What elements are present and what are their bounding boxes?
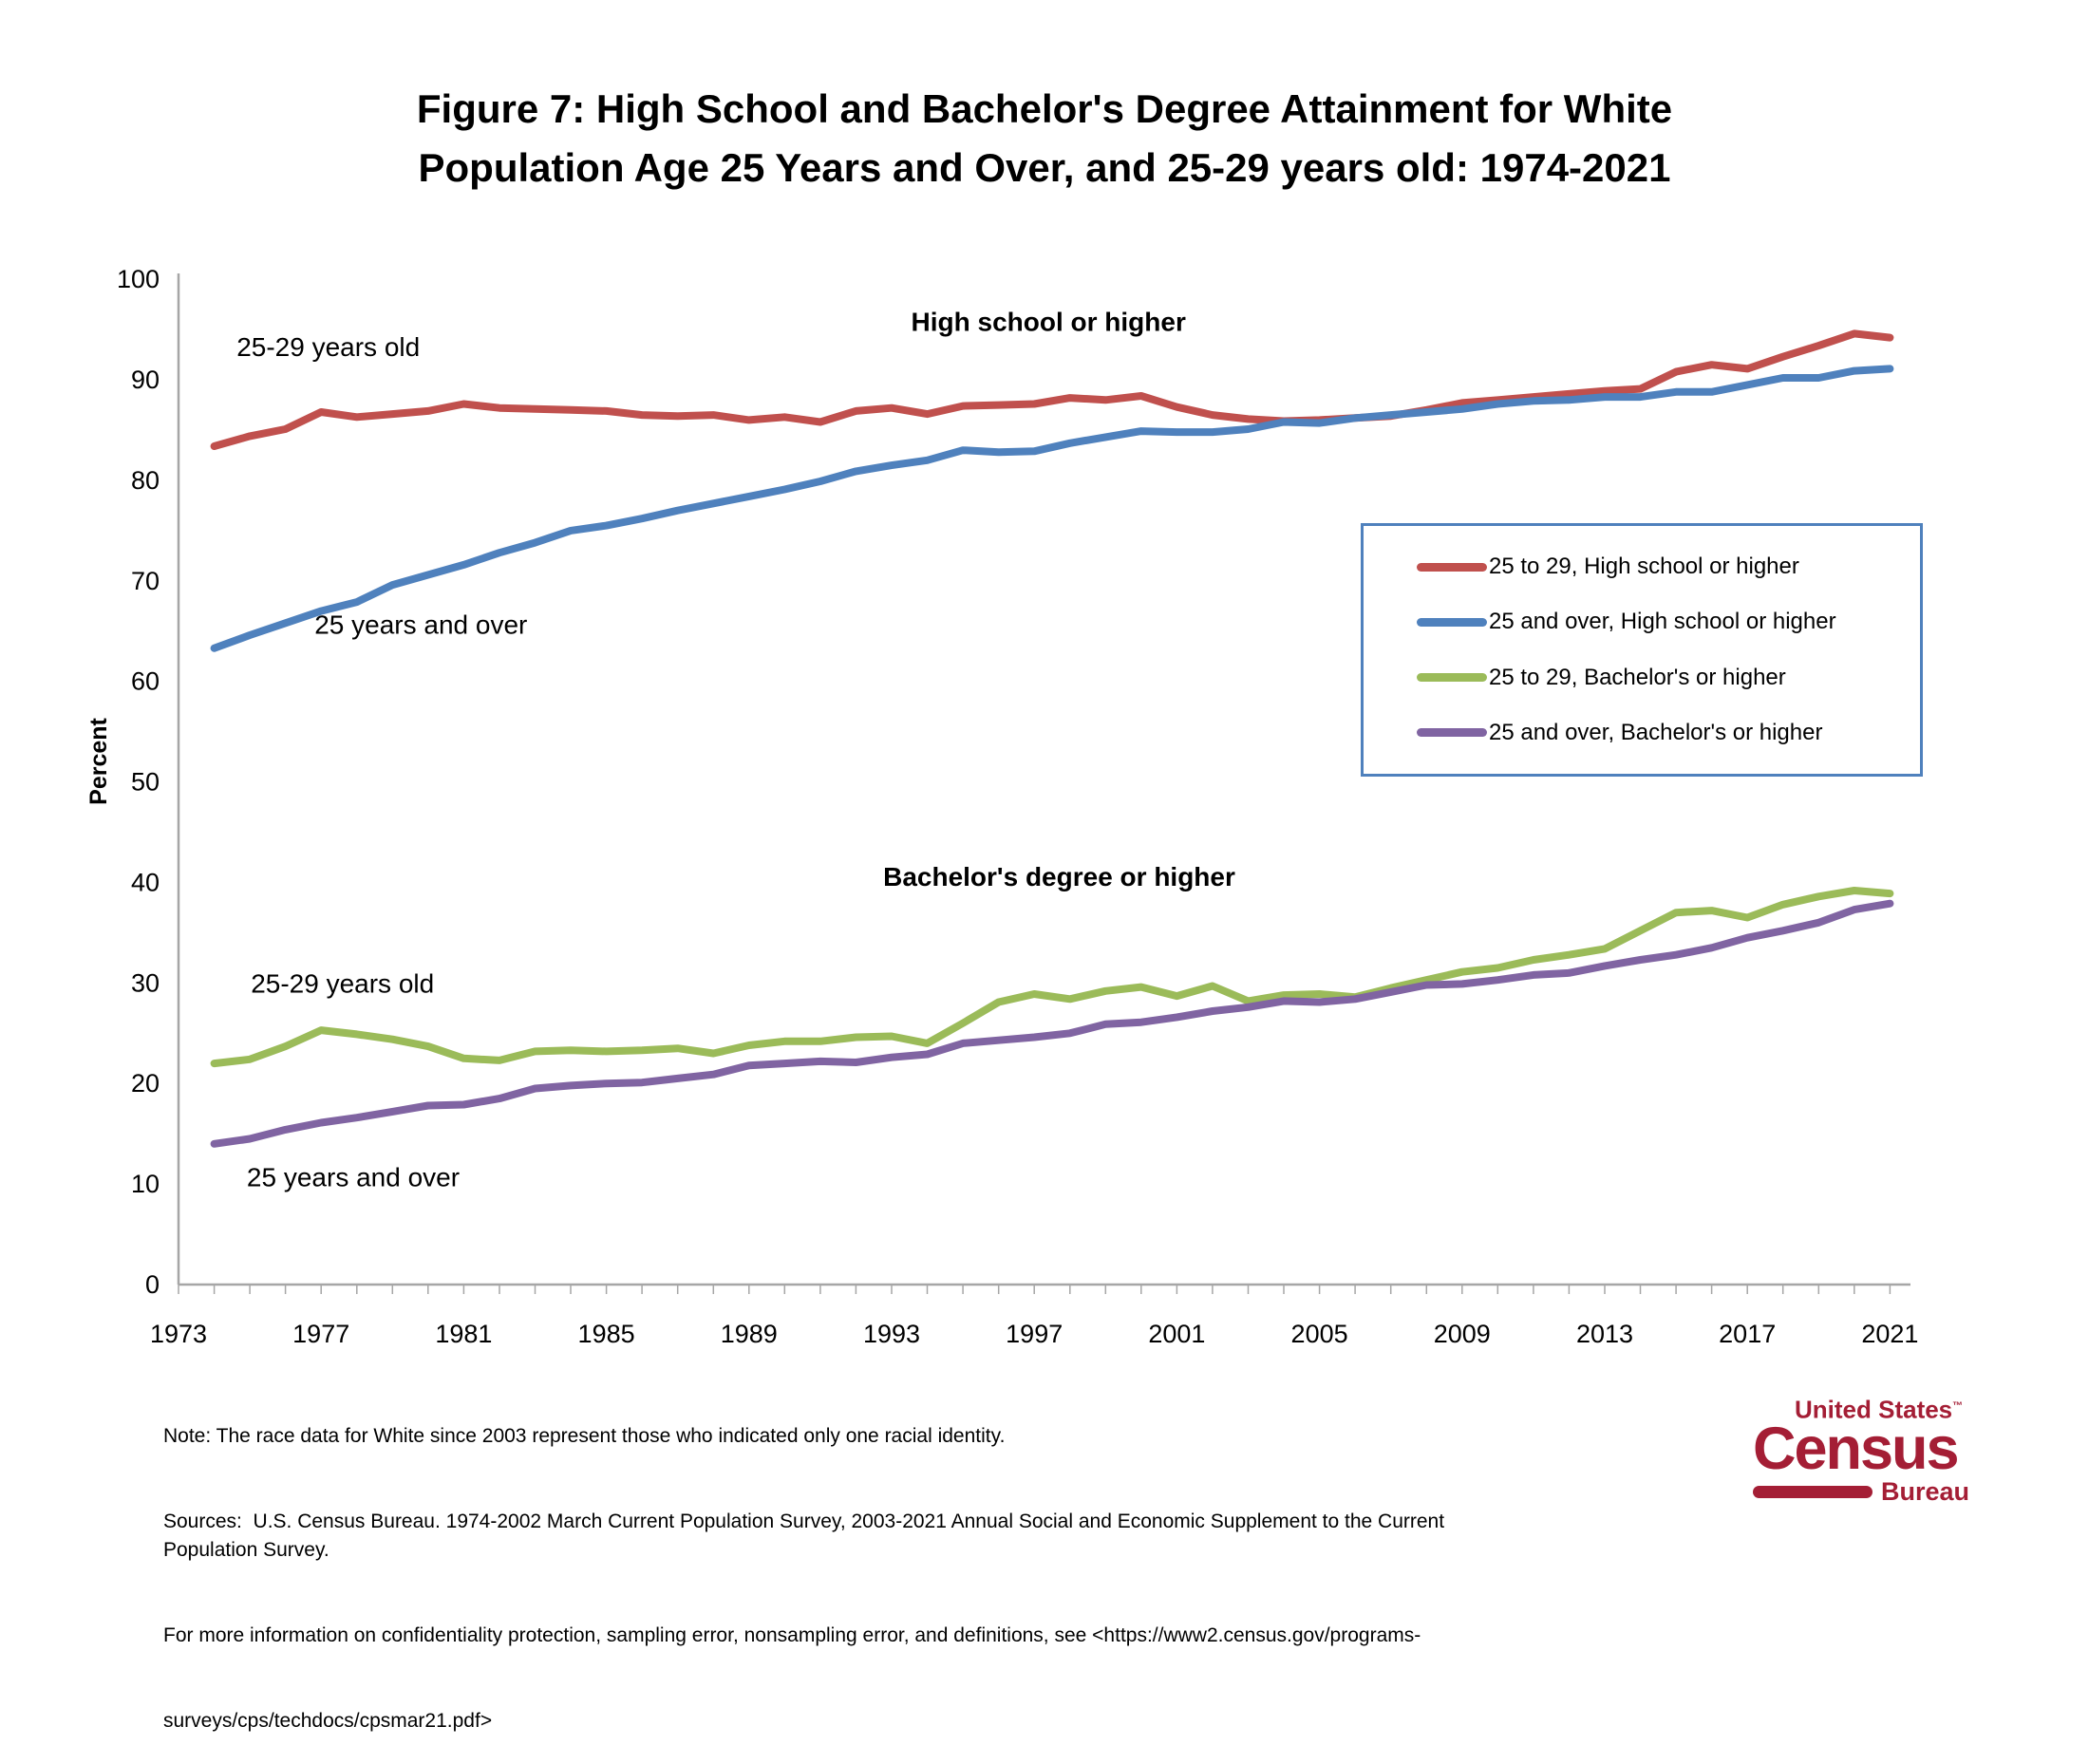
x-tick-label: 1997 [1006,1320,1063,1348]
y-tick-label: 100 [117,265,160,293]
note-line: Note: The race data for White since 2003… [163,1425,1006,1447]
legend-label: 25 to 29, Bachelor's or higher [1489,664,1786,690]
figure-title-line1: Figure 7: High School and Bachelor's Deg… [416,86,1673,131]
y-tick-label: 10 [131,1170,160,1198]
legend-item: 25 to 29, Bachelor's or higher [1417,665,1910,691]
y-tick-label: 20 [131,1069,160,1098]
x-tick-label: 2009 [1434,1320,1491,1348]
legend-item: 25 to 29, High school or higher [1417,554,1910,580]
y-tick-label: 90 [131,366,160,394]
legend-item: 25 and over, Bachelor's or higher [1417,720,1910,746]
logo-bureau-row: Bureau [1753,1477,1969,1507]
census-bureau-logo: United States™ Census Bureau [1753,1394,1969,1507]
legend-label: 25 and over, Bachelor's or higher [1489,719,1823,745]
info-line-continued: surveys/cps/techdocs/cpsmar21.pdf> [163,1710,493,1732]
figure-title: Figure 7: High School and Bachelor's Deg… [0,80,2089,197]
legend-label: 25 to 29, High school or higher [1489,554,1799,580]
x-tick-label: 1993 [863,1320,920,1348]
logo-united-states: United States™ [1795,1395,1964,1424]
legend-swatch [1417,562,1487,572]
legend-label: 25 and over, High school or higher [1489,609,1836,635]
chart-annotation: 25-29 years old [236,332,420,362]
x-tick-label: 2005 [1291,1320,1348,1348]
logo-bureau-label: Bureau [1880,1476,1969,1506]
y-axis-title: Percent [85,717,112,804]
y-tick-label: 0 [145,1270,160,1299]
trademark-symbol: ™ [1952,1400,1964,1412]
x-tick-label: 2017 [1719,1320,1776,1348]
legend-swatch [1417,728,1487,738]
info-line: For more information on confidentiality … [163,1624,1421,1646]
legend-swatch [1417,617,1487,627]
y-tick-label: 60 [131,667,160,696]
census-figure-page: { "title": { "line1": "Figure 7: High Sc… [0,80,2089,1732]
chart-annotation: 25 years and over [247,1163,460,1192]
line-chart: 0 10 20 30 40 50 60 70 80 90 100 1973 1977 1981 1985 19… [85,265,1918,1348]
y-tick-label: 80 [131,466,160,495]
series-line-2 [210,887,1894,1068]
source-line: Sources: U.S. Census Bureau. 1974-2002 M… [163,1511,1450,1561]
footnotes: Note: The race data for White since 2003… [163,1365,1540,1764]
chart-annotation: High school or higher [912,308,1186,337]
x-tick-label: 1989 [721,1320,778,1348]
logo-bar [1753,1485,1873,1498]
y-tick-label: 70 [131,567,160,595]
x-tick-label: 2001 [1148,1320,1205,1348]
series-line-0 [210,329,1894,450]
legend-item: 25 and over, High school or higher [1417,609,1910,635]
x-tick-label: 1973 [150,1320,207,1348]
y-tick-label: 30 [131,968,160,997]
chart-legend: 25 to 29, High school or higher 25 and ov… [1361,523,1923,777]
chart-annotation: Bachelor's degree or higher [883,862,1235,891]
chart-annotation: 25 years and over [314,610,527,639]
legend-swatch [1417,673,1487,683]
figure-title-line2: Population Age 25 Years and Over, and 25… [418,145,1671,190]
y-tick-label: 40 [131,869,160,897]
x-tick-label: 2021 [1861,1320,1918,1348]
x-tick-label: 1977 [292,1320,349,1348]
series-line-3 [210,899,1894,1148]
logo-census-wordmark: Census [1753,1415,1960,1482]
y-tick-label: 50 [131,768,160,797]
x-tick-label: 2013 [1576,1320,1633,1348]
series-line-1 [210,365,1894,652]
x-tick-label: 1981 [435,1320,492,1348]
chart-annotation: 25-29 years old [251,968,434,998]
x-tick-label: 1985 [578,1320,635,1348]
